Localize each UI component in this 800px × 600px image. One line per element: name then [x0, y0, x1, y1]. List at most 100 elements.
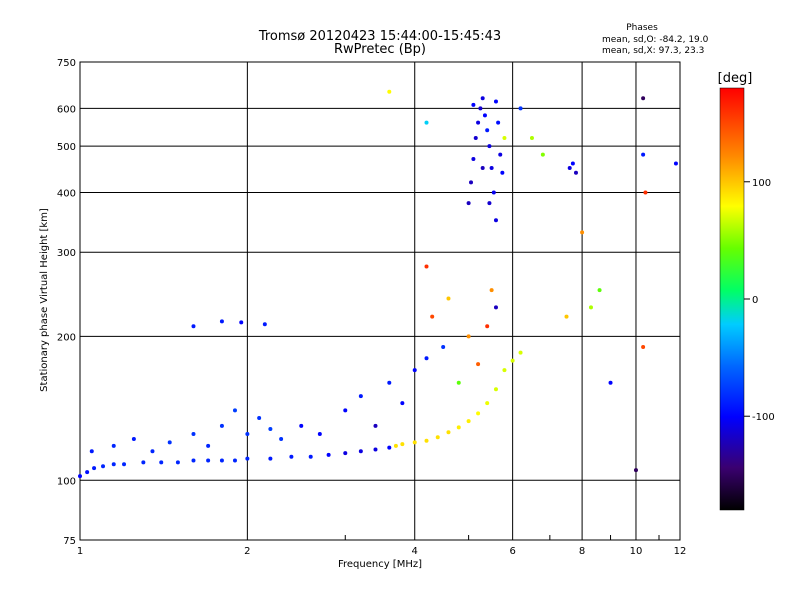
- data-point: [343, 451, 348, 456]
- data-point: [400, 442, 405, 447]
- data-point: [122, 462, 127, 467]
- data-point: [491, 190, 496, 195]
- data-point: [89, 449, 94, 454]
- data-point: [518, 106, 523, 111]
- data-point: [308, 454, 313, 459]
- data-point: [159, 460, 164, 465]
- data-point: [393, 443, 398, 448]
- data-point: [564, 314, 569, 319]
- colorbar: [719, 87, 745, 511]
- data-point: [167, 440, 172, 445]
- data-point: [219, 458, 224, 463]
- data-point: [588, 305, 593, 310]
- phases-info-o: mean, sd,O: -84.2, 19.0: [602, 35, 709, 45]
- data-point: [608, 380, 613, 385]
- data-point: [239, 320, 244, 325]
- data-point: [446, 296, 451, 301]
- data-point: [502, 136, 507, 141]
- y-tick-label: 300: [57, 248, 76, 259]
- data-point: [400, 401, 405, 406]
- data-point: [387, 89, 392, 94]
- data-point: [493, 218, 498, 223]
- data-point: [643, 190, 648, 195]
- x-tick-label: 6: [509, 546, 515, 557]
- data-point: [150, 449, 155, 454]
- data-point: [496, 120, 501, 125]
- data-point: [493, 305, 498, 310]
- y-tick-label: 400: [57, 188, 76, 199]
- data-point: [387, 445, 392, 450]
- data-point: [373, 447, 378, 452]
- data-point: [358, 394, 363, 399]
- x-tick-label: 12: [674, 546, 687, 557]
- chart-subtitle: RwPretec (Bp): [334, 42, 426, 57]
- x-axis-label: Frequency [MHz]: [338, 559, 422, 570]
- data-point: [141, 460, 146, 465]
- data-point: [567, 166, 572, 171]
- data-point: [289, 454, 294, 459]
- data-point: [487, 144, 492, 149]
- y-tick-label: 75: [63, 536, 76, 547]
- data-point: [466, 419, 471, 424]
- data-point: [673, 161, 678, 166]
- data-point: [573, 170, 578, 175]
- y-tick-label: 750: [57, 58, 76, 69]
- data-point: [476, 120, 481, 125]
- data-point: [232, 408, 237, 413]
- data-point: [471, 157, 476, 162]
- data-point: [191, 324, 196, 329]
- data-point: [476, 362, 481, 367]
- data-point: [469, 180, 474, 185]
- data-point: [641, 152, 646, 157]
- data-point: [641, 96, 646, 101]
- y-axis-label: Stationary phase Virtual Height [km]: [39, 208, 50, 392]
- data-point: [131, 436, 136, 441]
- data-point: [441, 345, 446, 350]
- data-point: [478, 106, 483, 111]
- data-point: [373, 423, 378, 428]
- data-point: [111, 443, 116, 448]
- data-point: [424, 264, 429, 269]
- data-point: [540, 152, 545, 157]
- data-point: [232, 458, 237, 463]
- data-point: [500, 170, 505, 175]
- x-tick-labels: 1 2 4 6 8 10 12: [77, 546, 687, 557]
- data-point: [245, 431, 250, 436]
- data-point: [268, 427, 273, 432]
- x-tick-label: 2: [244, 546, 250, 557]
- plot-frame: [79, 61, 681, 541]
- data-point: [257, 415, 262, 420]
- data-point: [510, 358, 515, 363]
- data-point: [387, 380, 392, 385]
- data-point: [424, 438, 429, 443]
- data-point: [299, 423, 304, 428]
- data-point: [529, 136, 534, 141]
- data-point: [424, 356, 429, 361]
- data-point: [191, 458, 196, 463]
- data-point: [485, 401, 490, 406]
- data-point: [489, 288, 494, 293]
- x-tick-label: 1: [77, 546, 83, 557]
- data-point: [493, 387, 498, 392]
- data-point: [580, 230, 585, 235]
- data-point: [326, 452, 331, 457]
- data-point: [435, 435, 440, 440]
- data-point: [262, 322, 267, 327]
- x-tick-label: 8: [579, 546, 585, 557]
- data-point: [430, 314, 435, 319]
- data-point: [480, 96, 485, 101]
- data-point: [487, 201, 492, 206]
- phases-info-title: Phases: [626, 23, 658, 33]
- y-tick-label: 600: [57, 104, 76, 115]
- y-tick-label: 500: [57, 142, 76, 153]
- colorbar-tick-label: -100: [752, 412, 775, 423]
- data-point: [456, 425, 461, 430]
- data-point: [498, 152, 503, 157]
- data-point: [473, 136, 478, 141]
- data-point: [570, 161, 575, 166]
- data-point: [485, 324, 490, 329]
- data-point: [175, 460, 180, 465]
- data-point: [485, 128, 490, 133]
- data-point: [641, 345, 646, 350]
- data-point: [219, 319, 224, 324]
